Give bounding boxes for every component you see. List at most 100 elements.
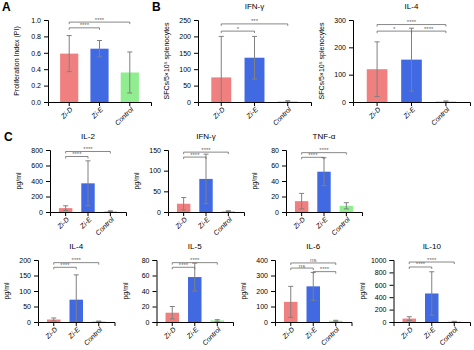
- tick-mark: [282, 212, 286, 213]
- axis-line: [49, 103, 152, 107]
- tick-mark: [46, 212, 50, 213]
- tick-mark: [324, 212, 325, 216]
- bar: [329, 321, 343, 322]
- x-tick: Control: [83, 322, 104, 347]
- y-tick: 0.0: [31, 99, 48, 106]
- significance-label: ****: [72, 257, 82, 263]
- tick-label: 40: [271, 178, 279, 185]
- significance-label: *: [393, 26, 396, 32]
- bar: [92, 321, 106, 322]
- tick-mark: [349, 20, 353, 21]
- title: IFN-γ: [196, 132, 216, 141]
- tick-mark: [164, 212, 168, 213]
- tick-label: Zi-D: [162, 326, 177, 341]
- panel: 02004006008001000Zi-DZi-EControl********…: [359, 242, 471, 347]
- error-bar: [219, 36, 224, 102]
- y-tick: 100: [149, 167, 168, 174]
- tick-label: 0: [342, 99, 346, 106]
- x-axis: Zi-DZi-EControl: [394, 322, 471, 347]
- tick-mark: [46, 181, 50, 182]
- y-tick: 20: [142, 303, 157, 310]
- tick-mark: [44, 36, 48, 37]
- y-tick: 40: [271, 178, 286, 185]
- error-bar: [409, 28, 414, 91]
- significance-label: ****: [319, 147, 329, 153]
- y-axis: 0 100 200 300: [334, 17, 353, 106]
- y-tick: 0.2: [31, 82, 48, 89]
- tick-label: Control: [430, 105, 451, 126]
- tick-label: 0.8: [31, 33, 41, 40]
- tick-mark: [44, 69, 48, 70]
- y-tick: 150: [19, 272, 38, 279]
- y-axis: 0200400600800: [31, 147, 50, 216]
- marks: [166, 263, 225, 322]
- tick-label: 150: [179, 50, 191, 57]
- tick-mark: [290, 322, 291, 326]
- tick-label: 0: [39, 209, 43, 216]
- x-tick: Zi-D: [59, 102, 74, 121]
- tick-label: 200: [334, 44, 346, 51]
- tick-mark: [153, 291, 157, 292]
- y-tick: 200: [334, 44, 353, 51]
- y-tick: 40: [142, 288, 157, 295]
- tick-mark: [390, 285, 394, 286]
- x-tick: Zi-E: [303, 322, 318, 340]
- significance-label: ****: [95, 17, 105, 23]
- significance-label: ****: [80, 22, 90, 28]
- x-tick: Zi-D: [399, 322, 414, 341]
- tick-mark: [44, 86, 48, 87]
- y-tick: 200: [375, 306, 394, 313]
- error-bar: [226, 210, 231, 212]
- y-tick: 200: [256, 288, 275, 295]
- tick-mark: [44, 20, 48, 21]
- error-bar: [344, 203, 349, 209]
- y-tick: 1000: [371, 257, 394, 264]
- significance-label: ****: [190, 257, 200, 263]
- tick-mark: [46, 166, 50, 167]
- tick-mark: [34, 276, 38, 277]
- marks: [60, 36, 139, 102]
- plot-area: 050100150200Zi-DZi-EControl********: [19, 257, 115, 347]
- y-axis-title: Proliferation Index (PI): [13, 26, 21, 96]
- x-tick: Control: [212, 212, 233, 237]
- significance-label: ***: [251, 18, 259, 24]
- significance-label: ****: [320, 266, 330, 272]
- tick-label: Zi-E: [89, 105, 104, 120]
- axis-line: [157, 323, 234, 327]
- marks: [367, 28, 456, 102]
- significance-label: ****: [427, 257, 437, 263]
- tick-mark: [194, 102, 198, 103]
- y-tick: 0: [275, 209, 286, 216]
- marks: [211, 36, 297, 102]
- significance-label: ****: [201, 147, 211, 153]
- tick-label: 200: [375, 306, 387, 313]
- x-tick: Zi-D: [291, 212, 306, 231]
- tick-label: Zi-E: [196, 215, 211, 230]
- y-axis-title: pg/ml: [133, 172, 141, 190]
- tick-label: 80: [142, 257, 150, 264]
- axis-line: [354, 103, 471, 107]
- tick-label: 300: [256, 272, 268, 279]
- significance-label: ****: [424, 26, 434, 32]
- plot-area: 050100150200250Zi-DZi-EControl****: [179, 17, 311, 127]
- x-axis: Zi-DZi-EControl: [287, 212, 363, 237]
- tick-label: 100: [149, 167, 161, 174]
- panel-label: A: [2, 0, 11, 14]
- tick-label: 0: [187, 99, 191, 106]
- y-tick: 300: [334, 17, 353, 24]
- y-tick: 0: [39, 209, 50, 216]
- tick-mark: [254, 102, 255, 106]
- y-tick: 100: [334, 71, 353, 78]
- tick-mark: [282, 150, 286, 151]
- x-axis: Zi-DZi-EControl: [169, 212, 245, 237]
- tick-mark: [271, 276, 275, 277]
- y-axis: 020406080: [142, 257, 157, 326]
- x-tick: Zi-D: [280, 322, 295, 341]
- tick-mark: [53, 322, 54, 326]
- title: IL-2: [81, 132, 95, 141]
- tick-mark: [335, 322, 336, 326]
- title: IL-4: [69, 242, 83, 251]
- tick-mark: [46, 197, 50, 198]
- tick-mark: [164, 171, 168, 172]
- tick-mark: [34, 291, 38, 292]
